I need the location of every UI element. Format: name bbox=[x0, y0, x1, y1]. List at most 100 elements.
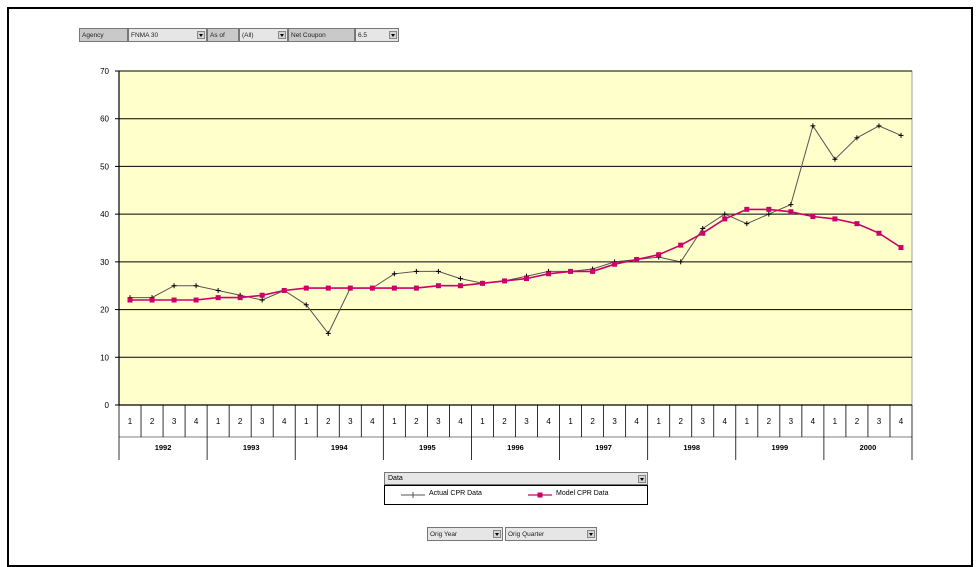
model-point bbox=[546, 271, 552, 277]
x-quarter-label: 1 bbox=[568, 417, 573, 426]
x-quarter-label: 3 bbox=[172, 417, 177, 426]
chevron-down-icon[interactable] bbox=[197, 31, 205, 39]
chevron-down-icon[interactable] bbox=[638, 475, 646, 483]
x-quarter-label: 1 bbox=[392, 417, 397, 426]
model-point bbox=[810, 214, 816, 220]
model-point bbox=[590, 268, 596, 274]
x-quarter-label: 4 bbox=[458, 417, 463, 426]
chevron-down-icon[interactable] bbox=[389, 31, 397, 39]
legend-model-marker bbox=[537, 492, 543, 498]
x-quarter-label: 1 bbox=[304, 417, 309, 426]
model-point bbox=[876, 230, 882, 236]
data-field-dropdown[interactable]: Data bbox=[384, 472, 648, 485]
asof-field-dropdown[interactable]: (All) bbox=[239, 28, 288, 42]
actual-point bbox=[457, 276, 463, 282]
model-point bbox=[788, 209, 794, 215]
orig-year-field-button[interactable]: Orig Year bbox=[427, 527, 503, 541]
x-year-label: 2000 bbox=[860, 443, 877, 452]
x-quarter-label: 2 bbox=[502, 417, 507, 426]
orig-year-field-label: Orig Year bbox=[430, 531, 458, 538]
actual-point bbox=[766, 211, 772, 217]
x-quarter-label: 3 bbox=[701, 417, 706, 426]
x-quarter-label: 1 bbox=[745, 417, 750, 426]
model-point bbox=[325, 285, 331, 291]
x-year-label: 1998 bbox=[683, 443, 700, 452]
agency-field-value: FNMA 30 bbox=[131, 32, 159, 39]
legend-actual-label: Actual CPR Data bbox=[429, 490, 482, 497]
x-quarter-label: 1 bbox=[833, 417, 838, 426]
legend: Actual CPR Data Model CPR Data bbox=[384, 485, 648, 505]
x-quarter-label: 2 bbox=[590, 417, 595, 426]
actual-point bbox=[193, 283, 199, 289]
model-point bbox=[700, 230, 706, 236]
x-quarter-label: 1 bbox=[128, 417, 133, 426]
model-point bbox=[237, 295, 243, 301]
netcoupon-field-label[interactable]: Net Coupon bbox=[288, 28, 355, 42]
actual-point bbox=[744, 221, 750, 227]
cpr-line-chart: 0 10 20 30 40 50 60 70 1 2 3 4 1 2 3 4 1 2 3 4 1 2 3 4 1 2 3 4 1 2 3 4 1… bbox=[100, 67, 913, 460]
model-point bbox=[898, 245, 904, 251]
model-point bbox=[678, 242, 684, 248]
data-field-label: Data bbox=[388, 475, 403, 482]
x-quarter-label: 4 bbox=[811, 417, 816, 426]
model-point bbox=[281, 287, 287, 293]
netcoupon-field-dropdown[interactable]: 6.5 bbox=[355, 28, 399, 42]
plot-area bbox=[118, 70, 913, 406]
model-point bbox=[303, 285, 309, 291]
actual-point bbox=[171, 283, 177, 289]
orig-quarter-field-label: Orig Quarter bbox=[508, 531, 545, 538]
y-tick-label: 50 bbox=[100, 162, 109, 171]
x-quarter-label: 2 bbox=[855, 417, 860, 426]
agency-field-dropdown[interactable]: FNMA 30 bbox=[128, 28, 207, 42]
model-point bbox=[501, 278, 507, 284]
actual-point bbox=[898, 132, 904, 138]
model-point bbox=[612, 261, 618, 267]
chevron-down-icon[interactable] bbox=[493, 530, 501, 538]
model-point bbox=[413, 285, 419, 291]
model-point bbox=[656, 252, 662, 258]
model-point bbox=[744, 206, 750, 212]
x-quarter-label: 2 bbox=[150, 417, 155, 426]
model-point bbox=[524, 276, 530, 282]
agency-field-label[interactable]: Agency bbox=[79, 28, 128, 42]
x-year-label: 1995 bbox=[419, 443, 436, 452]
x-quarter-label: 4 bbox=[194, 417, 199, 426]
x-quarter-label: 2 bbox=[767, 417, 772, 426]
series-line-1 bbox=[130, 124, 902, 335]
model-point bbox=[259, 292, 265, 298]
actual-point bbox=[876, 123, 882, 129]
asof-field-value: (All) bbox=[242, 32, 254, 39]
chevron-down-icon[interactable] bbox=[587, 530, 595, 538]
x-quarter-label: 4 bbox=[899, 417, 904, 426]
orig-quarter-field-button[interactable]: Orig Quarter bbox=[505, 527, 597, 541]
netcoupon-field-value: 6.5 bbox=[358, 32, 368, 39]
actual-point bbox=[303, 302, 309, 308]
model-point bbox=[435, 283, 441, 289]
model-point bbox=[127, 297, 133, 303]
x-quarter-label: 3 bbox=[436, 417, 441, 426]
actual-point bbox=[259, 297, 265, 303]
x-quarter-label: 4 bbox=[723, 417, 728, 426]
x-quarter-label: 3 bbox=[877, 417, 882, 426]
x-quarter-label: 2 bbox=[678, 417, 683, 426]
model-point bbox=[171, 297, 177, 303]
actual-point bbox=[700, 225, 706, 231]
x-quarter-label: 3 bbox=[612, 417, 617, 426]
model-point bbox=[347, 285, 353, 291]
asof-field-label[interactable]: As of bbox=[207, 28, 239, 42]
chevron-down-icon[interactable] bbox=[278, 31, 286, 39]
model-point bbox=[568, 268, 574, 274]
x-quarter-label: 3 bbox=[260, 417, 265, 426]
model-point bbox=[149, 297, 155, 303]
x-quarter-label: 3 bbox=[348, 417, 353, 426]
model-point bbox=[634, 256, 640, 262]
actual-point bbox=[678, 259, 684, 265]
actual-point bbox=[325, 330, 331, 336]
model-point bbox=[722, 216, 728, 222]
actual-point bbox=[810, 123, 816, 129]
actual-point bbox=[215, 287, 221, 293]
x-quarter-label: 4 bbox=[634, 417, 639, 426]
model-point bbox=[479, 280, 485, 286]
model-point bbox=[215, 295, 221, 301]
x-year-label: 1999 bbox=[771, 443, 788, 452]
